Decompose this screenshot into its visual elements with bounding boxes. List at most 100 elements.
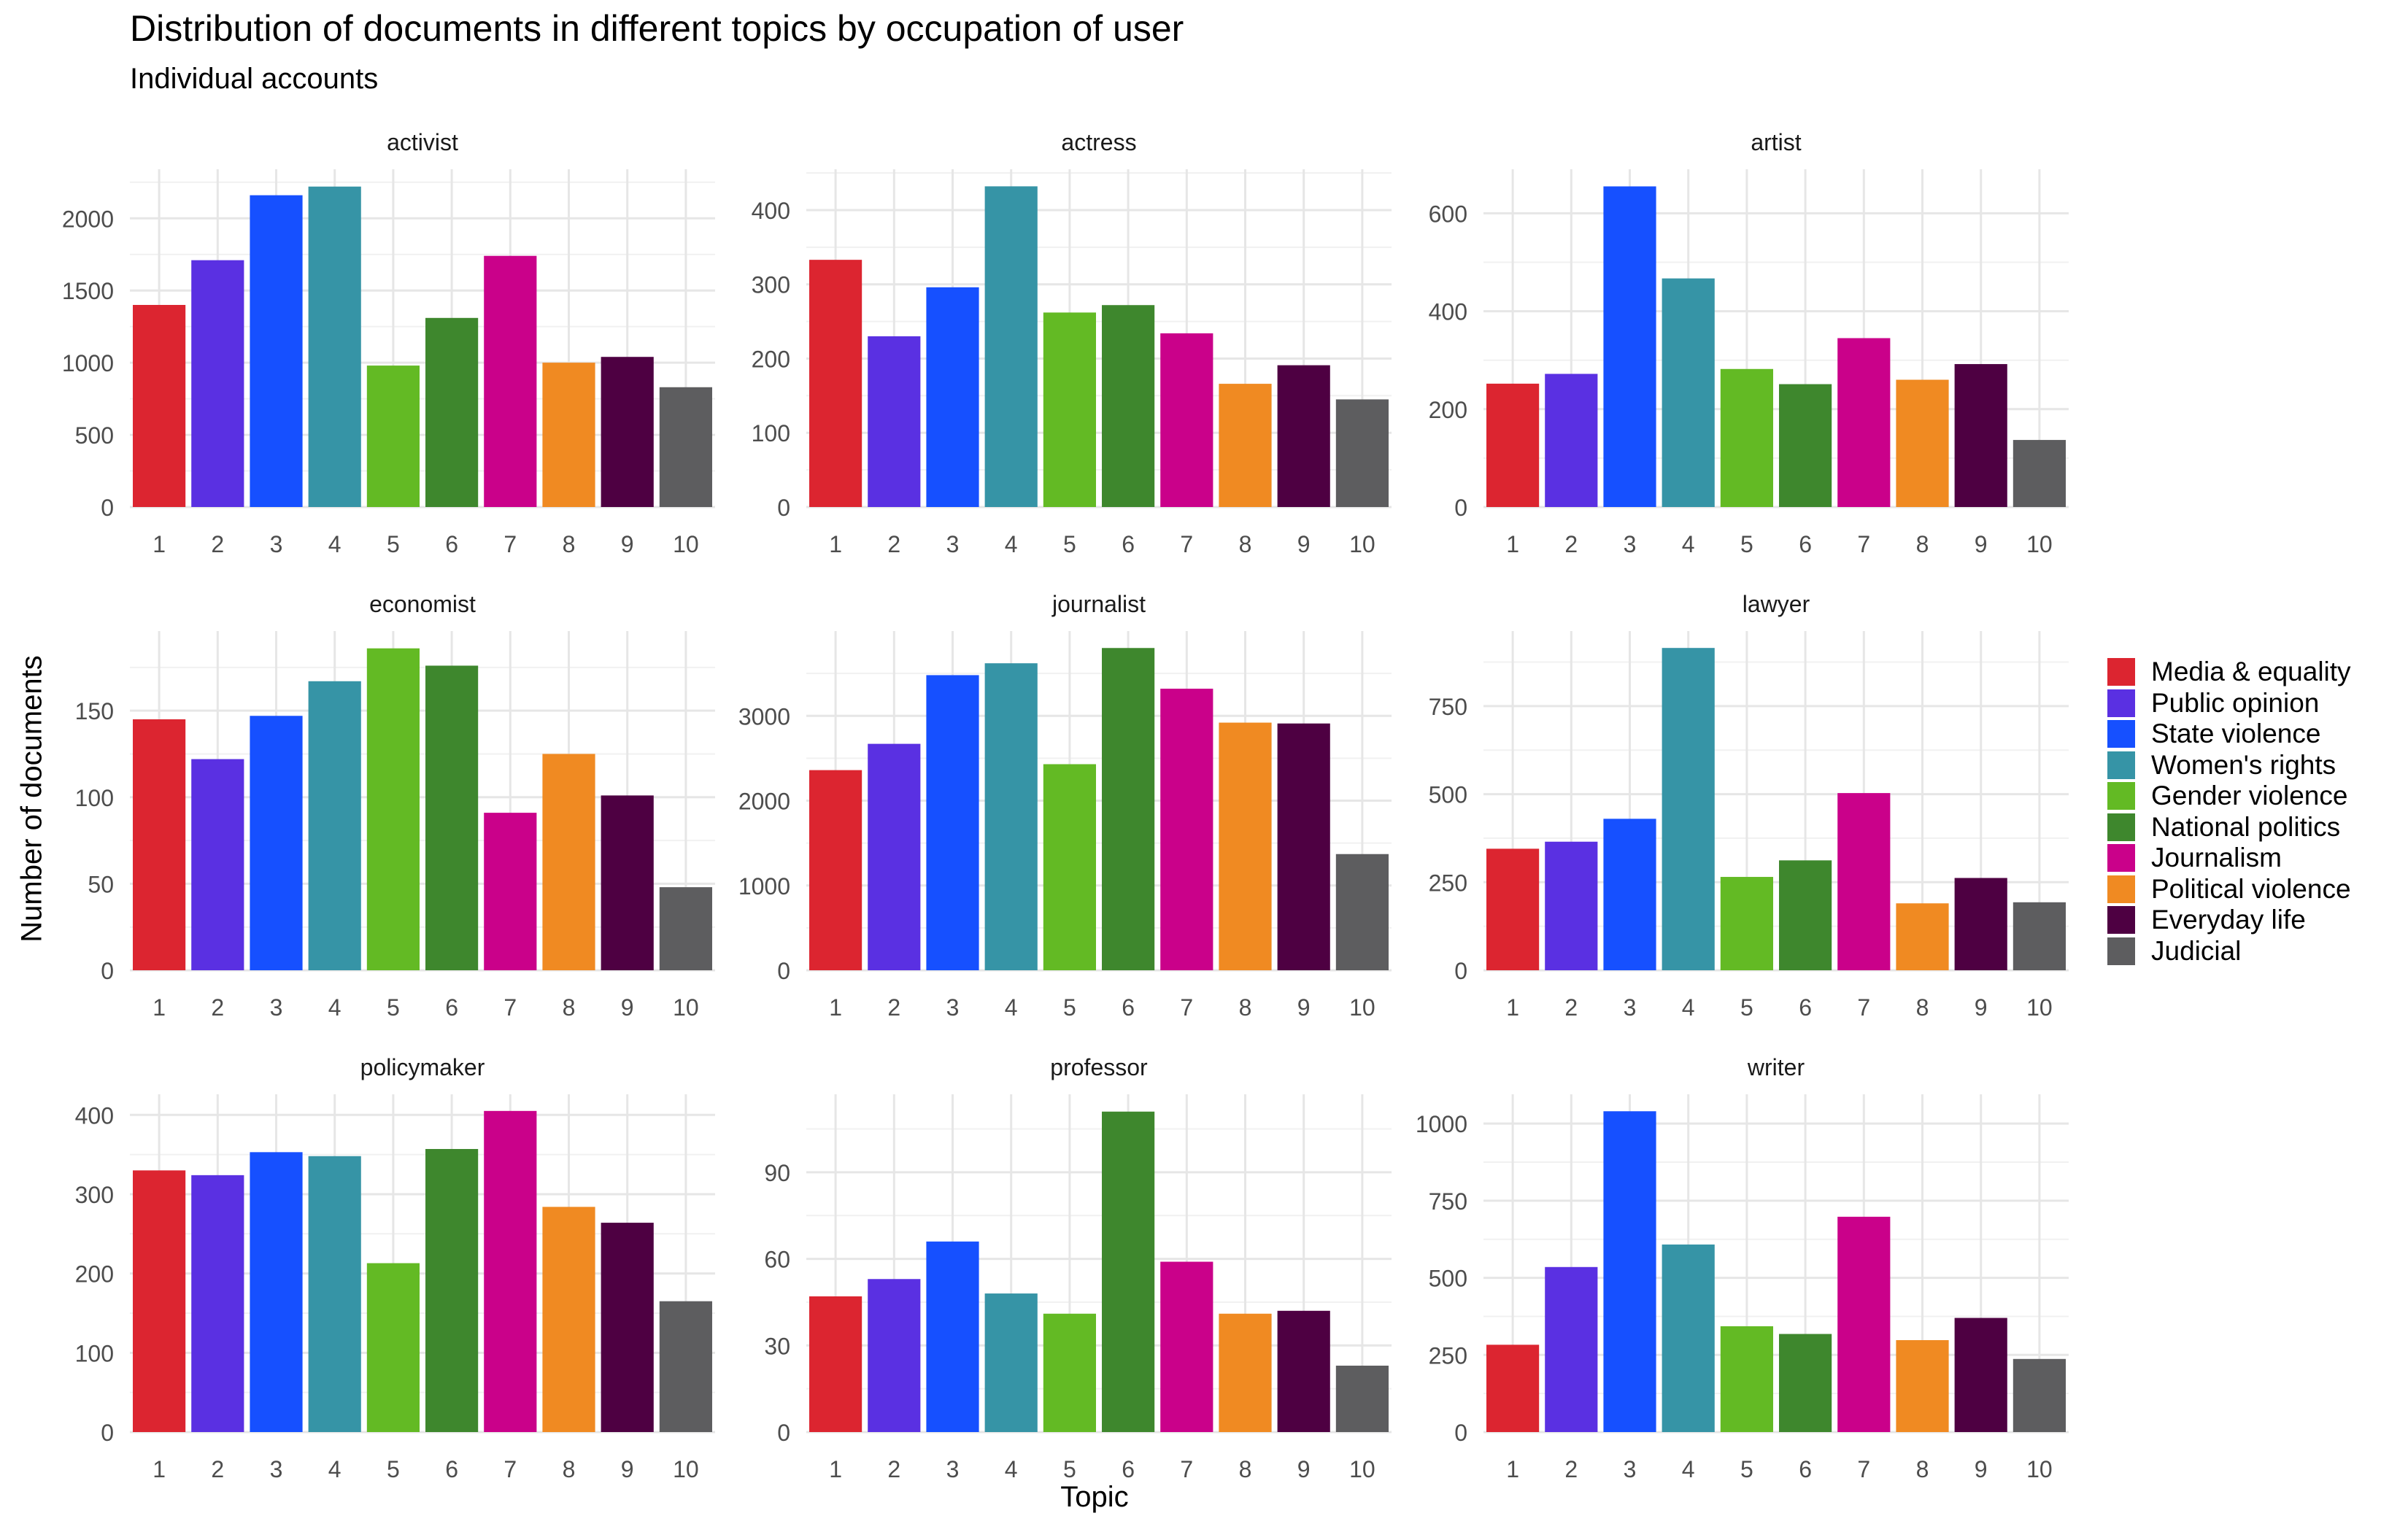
bar-artist-topic-10 [2013,440,2066,507]
bar-activist-topic-6 [425,317,479,507]
x-tick-label: 7 [503,531,517,557]
bar-activist-topic-3 [250,195,303,507]
x-tick-label: 3 [1624,994,1637,1021]
x-axis-label: Topic [1060,1481,1129,1513]
bar-actress-topic-10 [1335,399,1389,507]
x-tick-label: 6 [1799,994,1812,1021]
bar-journalist-topic-1 [809,770,863,970]
x-tick-label: 4 [1005,531,1018,557]
bar-writer-topic-5 [1720,1326,1773,1432]
bar-actress-topic-7 [1160,333,1213,507]
x-tick-label: 7 [1180,531,1193,557]
bar-activist-topic-2 [191,260,244,507]
legend-swatch [2107,844,2135,873]
y-tick-label: 500 [75,422,114,449]
legend-label: Judicial [2151,935,2242,966]
y-tick-label: 1000 [1416,1111,1467,1137]
x-tick-label: 9 [1975,1456,1988,1482]
y-tick-label: 0 [101,1420,114,1446]
bar-policymaker-topic-7 [484,1110,537,1432]
bar-economist-topic-10 [659,887,712,970]
bar-policymaker-topic-5 [366,1263,420,1432]
y-tick-label: 1000 [62,350,114,376]
y-tick-label: 150 [75,698,114,724]
legend-item: Political violence [2107,874,2351,905]
legend-swatch [2107,906,2135,935]
x-tick-label: 9 [621,994,634,1021]
x-tick-label: 9 [1975,531,1988,557]
bar-lawyer-topic-3 [1603,819,1656,970]
bar-actress-topic-3 [926,287,979,507]
x-tick-label: 1 [153,994,166,1021]
y-tick-label: 0 [101,495,114,521]
bar-economist-topic-5 [366,648,420,970]
bar-lawyer-topic-4 [1662,648,1715,970]
y-tick-label: 100 [752,420,790,446]
x-tick-label: 3 [270,531,283,557]
facet-panel-activist: 0 500 1000 1500 2000 1 2 3 4 5 6 7 8 9 10 activist [62,129,715,557]
x-tick-label: 10 [673,994,699,1021]
x-tick-label: 2 [1564,1456,1578,1482]
legend-label: Gender violence [2151,781,2348,811]
x-tick-label: 6 [1799,1456,1812,1482]
facet-panel-writer: 0 250 500 750 1000 1 2 3 4 5 6 7 8 9 10 writer [1416,1054,2069,1482]
legend-swatch [2107,689,2135,717]
x-tick-label: 2 [211,994,224,1021]
x-tick-label: 6 [1122,531,1135,557]
y-tick-label: 100 [75,1340,114,1366]
bar-policymaker-topic-8 [542,1207,595,1432]
x-tick-label: 3 [270,994,283,1021]
bar-actress-topic-5 [1043,312,1096,507]
legend-label: National politics [2151,811,2341,842]
x-tick-label: 3 [946,531,960,557]
y-tick-label: 0 [777,495,790,521]
y-tick-label: 200 [752,346,790,372]
facet-title: writer [1747,1054,1805,1080]
legend-item: Women's rights [2107,750,2351,781]
x-tick-label: 10 [1349,994,1375,1021]
legend-label: Political violence [2151,873,2351,904]
x-tick-label: 9 [1297,994,1311,1021]
y-tick-label: 300 [752,272,790,298]
legend-item: Public opinion [2107,688,2351,719]
bar-artist-topic-9 [1954,364,2007,507]
bar-artist-topic-8 [1896,379,1949,507]
legend-label: Everyday life [2151,905,2306,935]
x-tick-label: 1 [829,1456,842,1482]
bar-lawyer-topic-7 [1837,793,1891,970]
facet-title: lawyer [1743,591,1810,617]
x-tick-label: 1 [153,531,166,557]
x-tick-label: 10 [2026,531,2053,557]
bar-activist-topic-7 [484,255,537,507]
x-tick-label: 7 [1857,994,1870,1021]
x-tick-label: 7 [503,994,517,1021]
x-tick-label: 3 [1624,531,1637,557]
bar-actress-topic-8 [1219,384,1272,507]
x-tick-label: 4 [328,994,341,1021]
x-tick-label: 9 [1297,531,1311,557]
legend-item: National politics [2107,812,2351,843]
legend-swatch [2107,782,2135,811]
bar-economist-topic-9 [601,795,654,970]
legend-swatch [2107,720,2135,748]
x-tick-label: 3 [946,994,960,1021]
legend-item: State violence [2107,719,2351,750]
x-tick-label: 9 [621,531,634,557]
x-tick-label: 4 [328,1456,341,1482]
legend: Media & equality Public opinion State viol… [2107,657,2351,967]
y-tick-label: 0 [1454,495,1467,521]
bar-economist-topic-7 [484,813,537,970]
bar-artist-topic-3 [1603,186,1656,507]
bar-professor-topic-10 [1335,1365,1389,1432]
y-tick-label: 500 [1429,782,1467,808]
bar-writer-topic-8 [1896,1339,1949,1432]
y-tick-label: 400 [75,1102,114,1129]
bar-journalist-topic-3 [926,675,979,970]
bar-policymaker-topic-1 [133,1170,186,1432]
bar-activist-topic-5 [366,365,420,507]
facet-title: artist [1751,129,1801,155]
x-tick-label: 1 [153,1456,166,1482]
bar-professor-topic-3 [926,1241,979,1432]
y-tick-label: 300 [75,1182,114,1208]
x-tick-label: 2 [1564,531,1578,557]
